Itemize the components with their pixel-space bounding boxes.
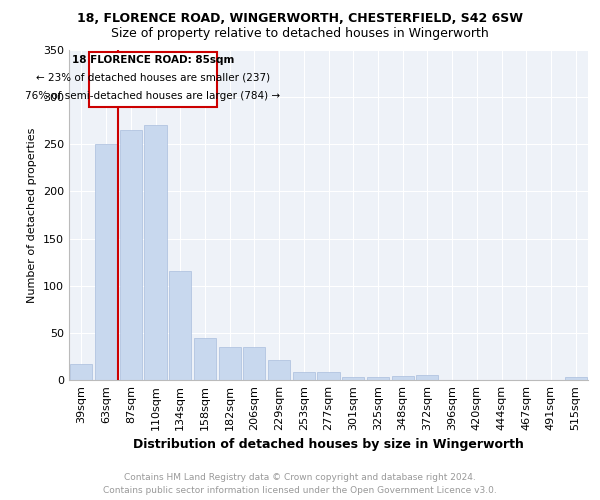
Y-axis label: Number of detached properties: Number of detached properties	[28, 128, 37, 302]
Bar	[169, 270, 191, 380]
Text: 18, FLORENCE ROAD, WINGERWORTH, CHESTERFIELD, S42 6SW: 18, FLORENCE ROAD, WINGERWORTH, CHESTERF…	[77, 12, 523, 26]
Text: 18 FLORENCE ROAD: 85sqm: 18 FLORENCE ROAD: 85sqm	[72, 54, 234, 64]
Text: ← 23% of detached houses are smaller (237): ← 23% of detached houses are smaller (23…	[36, 73, 270, 83]
Bar	[145, 126, 167, 380]
Bar	[416, 376, 439, 380]
Text: Size of property relative to detached houses in Wingerworth: Size of property relative to detached ho…	[111, 28, 489, 40]
Bar	[70, 364, 92, 380]
Bar	[194, 338, 216, 380]
Bar	[243, 347, 265, 380]
Bar	[293, 372, 315, 380]
Bar	[367, 377, 389, 380]
Text: 76% of semi-detached houses are larger (784) →: 76% of semi-detached houses are larger (…	[25, 91, 281, 101]
Bar	[317, 372, 340, 380]
Bar	[565, 377, 587, 380]
Text: Contains public sector information licensed under the Open Government Licence v3: Contains public sector information licen…	[103, 486, 497, 495]
Bar	[392, 376, 414, 380]
Bar	[95, 144, 117, 380]
Bar	[218, 347, 241, 380]
Text: Contains HM Land Registry data © Crown copyright and database right 2024.: Contains HM Land Registry data © Crown c…	[124, 472, 476, 482]
X-axis label: Distribution of detached houses by size in Wingerworth: Distribution of detached houses by size …	[133, 438, 524, 452]
Bar	[342, 377, 364, 380]
Bar	[268, 360, 290, 380]
Bar	[89, 52, 217, 106]
Bar	[119, 130, 142, 380]
